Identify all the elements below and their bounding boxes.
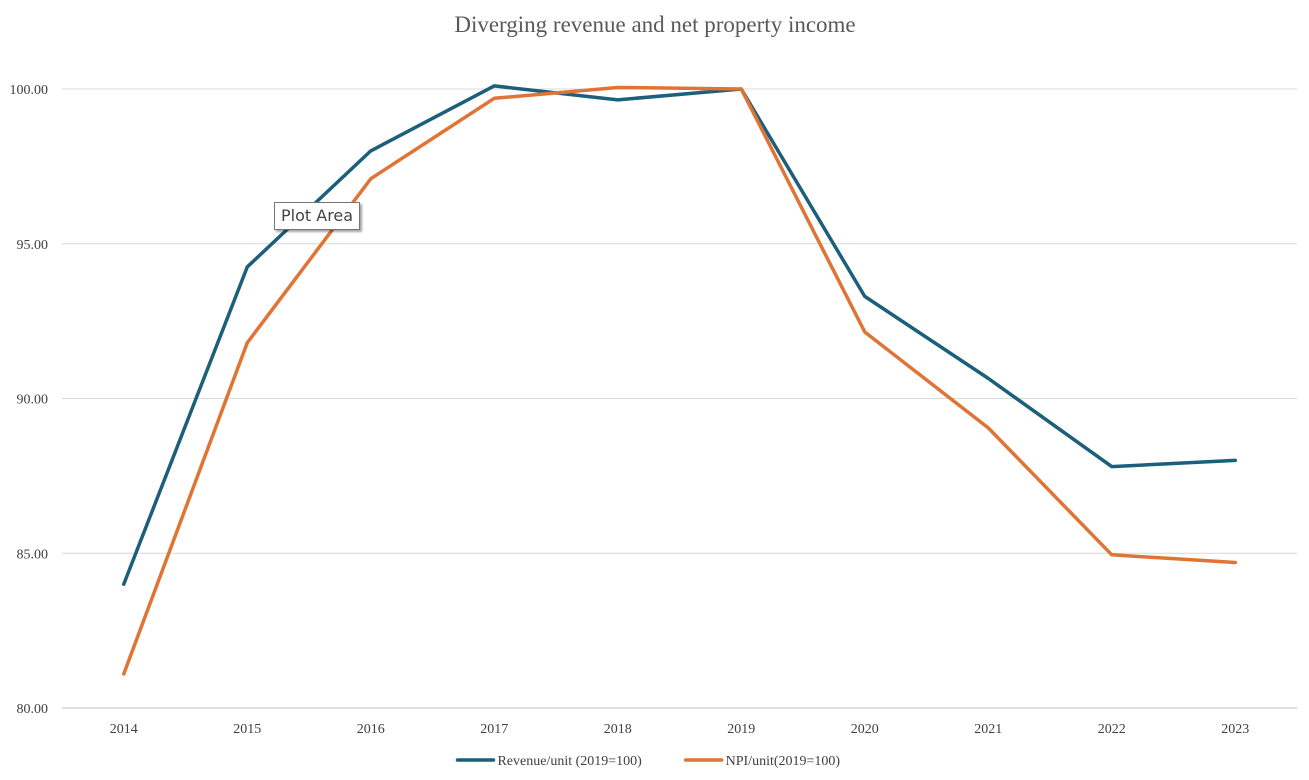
legend-item[interactable]: NPI/unit(2019=100) [683,754,841,769]
series-line-2[interactable] [122,85,1237,676]
y-axis-tick-labels: 80.00 85.00 90.00 95.00 100.00 [10,83,49,717]
x-tick-label: 2022 [1098,722,1126,737]
legend[interactable]: Revenue/unit (2019=100) NPI/unit(2019=100… [455,754,841,769]
x-tick-label: 2017 [480,722,508,737]
gridlines [62,88,1297,709]
y-tick-label: 95.00 [17,238,49,253]
x-tick-label: 2021 [974,722,1002,737]
x-tick-label: 2020 [851,722,879,737]
legend-item[interactable]: Revenue/unit (2019=100) [455,754,642,769]
x-tick-label: 2019 [727,722,755,737]
x-axis-tick-labels: 2014 2015 2016 2017 2018 2019 2020 2021 2022 2023 [110,722,1250,737]
y-tick-label: 85.00 [17,547,49,562]
y-tick-label: 100.00 [10,83,49,98]
chart-title: Diverging revenue and net property incom… [454,12,855,37]
x-tick-label: 2014 [110,722,138,737]
x-tick-label: 2018 [604,722,632,737]
y-tick-label: 80.00 [17,702,49,717]
legend-label: Revenue/unit (2019=100) [497,754,642,769]
x-tick-label: 2023 [1221,722,1249,737]
x-tick-label: 2016 [357,722,385,737]
legend-label: NPI/unit(2019=100) [726,754,841,769]
series-lines[interactable] [122,84,1238,676]
plot-area-tooltip: Plot Area [274,202,361,230]
x-tick-label: 2015 [233,722,261,737]
y-tick-label: 90.00 [17,393,49,408]
